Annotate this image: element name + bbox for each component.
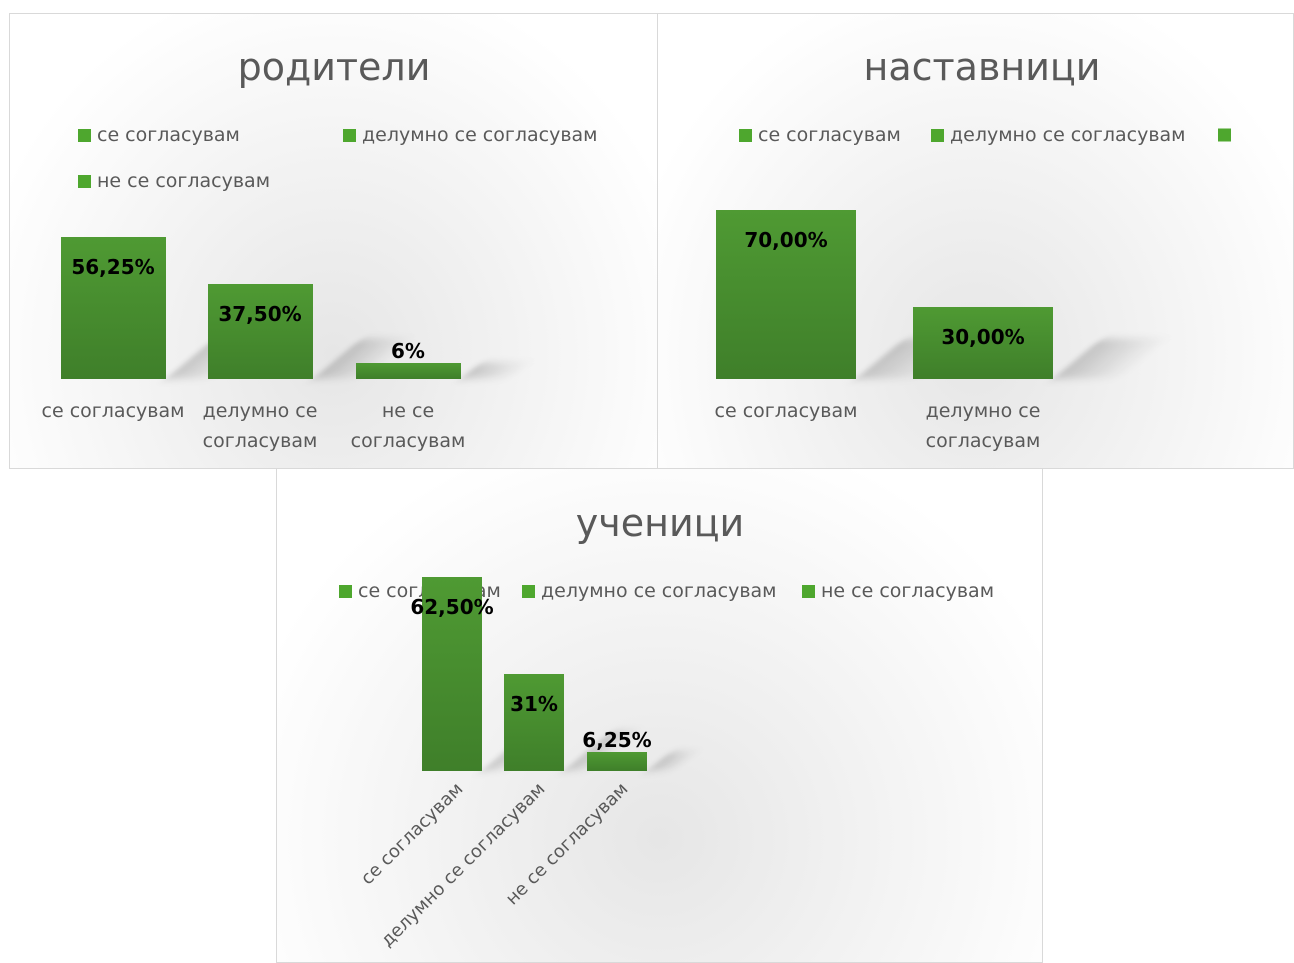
legend-item: се согласувам — [739, 124, 901, 146]
x-tick-label: делумно се согласувам — [202, 400, 318, 452]
legend-swatch — [1218, 128, 1231, 142]
bar-shadow — [647, 751, 701, 771]
chart-title: родители — [237, 45, 431, 89]
chart-panel: родители се согласувам 56,25% се согласувам… — [9, 13, 658, 469]
legend-label: се согласувам — [758, 124, 901, 146]
legend-label: делумно се согласувам — [541, 580, 777, 602]
x-tick-label: се согласувам — [41, 400, 185, 422]
legend-item: делумно се согласувам — [522, 580, 777, 602]
legend-label: се согласувам — [97, 124, 240, 146]
legend-label: делумно се согласувам — [362, 124, 598, 146]
legend-swatch — [931, 128, 944, 142]
bar — [913, 306, 1053, 379]
bar — [207, 284, 313, 379]
legend-label: не се согласувам — [97, 170, 271, 192]
legend-swatch — [339, 584, 352, 598]
legend-swatch — [78, 128, 91, 142]
legend-item: не се согласувам — [78, 170, 270, 192]
x-tick-label: делумно се согласувам — [376, 778, 550, 952]
bar-shadow — [1053, 339, 1171, 379]
bar — [60, 237, 166, 379]
x-tick-label: не се согласувам — [350, 400, 466, 452]
legend-item: делумно се согласувам — [931, 124, 1186, 146]
legend-swatch — [343, 128, 356, 142]
legend-swatch — [78, 174, 91, 188]
bar — [587, 751, 647, 771]
legend-label: делумно се согласувам — [950, 124, 1186, 146]
data-label: 6% — [391, 339, 425, 364]
data-label: 31% — [510, 692, 558, 716]
legend-swatch — [739, 128, 752, 142]
legend-label: не се согласувам — [821, 580, 995, 602]
chart-panel: наставници се согласувам 70,00% се согласув… — [657, 13, 1294, 469]
chart-title: ученици — [575, 501, 745, 545]
bar-shadow — [460, 363, 532, 379]
data-label: 30,00% — [941, 324, 1025, 349]
x-tick-label: делумно се согласувам — [925, 400, 1041, 452]
legend-item: се согласувам — [78, 124, 240, 146]
chart-title: наставници — [863, 45, 1101, 89]
data-label: 37,50% — [218, 302, 302, 327]
bar — [422, 577, 482, 771]
legend-item: делумно се согласувам — [343, 124, 598, 146]
x-tick-label: се согласувам — [714, 400, 858, 422]
data-label: 56,25% — [71, 255, 155, 279]
bar — [355, 363, 461, 379]
data-label: 62,50% — [410, 595, 494, 619]
legend-item: не се согласувам — [802, 580, 994, 602]
legend-swatch — [802, 584, 815, 598]
legend-item — [1218, 128, 1237, 142]
legend-swatch — [522, 584, 535, 598]
bar — [716, 210, 856, 379]
bar — [504, 674, 564, 771]
data-label: 6,25% — [582, 727, 652, 752]
data-label: 70,00% — [744, 228, 828, 252]
